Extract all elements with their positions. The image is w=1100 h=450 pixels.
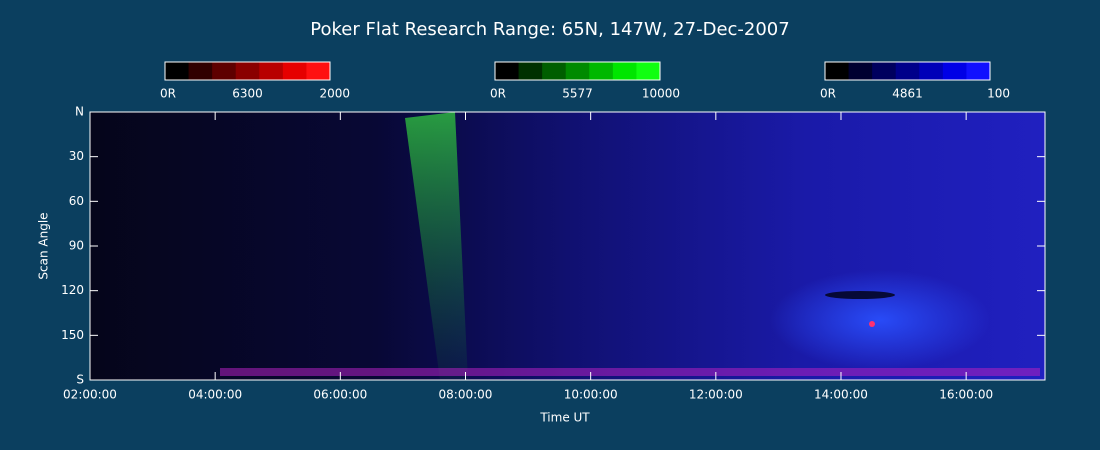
- blue-glow: [770, 270, 990, 370]
- colorbar-swatch: [306, 62, 331, 80]
- colorbar-wavelength: 5577: [562, 87, 593, 101]
- colorbar-swatch: [872, 62, 897, 80]
- colorbar-wavelength: 6300: [232, 87, 263, 101]
- colorbar-swatch: [495, 62, 520, 80]
- y-tick-label: 150: [61, 328, 84, 342]
- x-tick-label: 06:00:00: [313, 388, 367, 402]
- colorbar-swatch: [825, 62, 850, 80]
- colorbar-max-label: 2000: [319, 87, 350, 101]
- x-tick-label: 16:00:00: [939, 388, 993, 402]
- colorbar-swatch: [919, 62, 944, 80]
- x-tick-label: 12:00:00: [689, 388, 743, 402]
- colorbar-swatch: [165, 62, 190, 80]
- colorbar-wavelength: 4861: [892, 87, 923, 101]
- x-tick-label: 14:00:00: [814, 388, 868, 402]
- colorbar-swatch: [942, 62, 967, 80]
- green-aurora: [405, 112, 468, 380]
- y-tick-label: 120: [61, 283, 84, 297]
- colorbar-swatch: [518, 62, 543, 80]
- dark-arc: [825, 291, 895, 299]
- colorbar-swatch: [188, 62, 213, 80]
- colorbar-swatch: [612, 62, 637, 80]
- x-tick-label: 10:00:00: [564, 388, 618, 402]
- y-axis-label: Scan Angle: [37, 212, 51, 279]
- colorbar-min-label: 0R: [820, 87, 836, 101]
- red-spot: [869, 321, 875, 327]
- colorbar-max-label: 100: [987, 87, 1010, 101]
- x-tick-label: 04:00:00: [188, 388, 242, 402]
- colorbar-swatch: [895, 62, 920, 80]
- x-axis-label: Time UT: [539, 411, 590, 425]
- colorbar-frame: [824, 61, 991, 81]
- colorbar-swatch: [589, 62, 614, 80]
- colorbar-min-label: 0R: [490, 87, 506, 101]
- colorbar-swatch: [966, 62, 991, 80]
- colorbar-swatch: [282, 62, 307, 80]
- x-tick-label: 02:00:00: [63, 388, 117, 402]
- colorbar-frame: [494, 61, 661, 81]
- y-tick-label: S: [76, 373, 84, 387]
- y-tick-label: N: [75, 105, 84, 119]
- colorbar-swatch: [636, 62, 661, 80]
- colorbar-swatch: [259, 62, 284, 80]
- y-tick-label: 60: [69, 194, 84, 208]
- colorbar-max-label: 10000: [642, 87, 680, 101]
- y-tick-label: 90: [69, 239, 84, 253]
- colorbar-min-label: 0R: [160, 87, 176, 101]
- colorbar-swatch: [848, 62, 873, 80]
- colorbar-swatch: [542, 62, 567, 80]
- x-tick-label: 08:00:00: [439, 388, 493, 402]
- chart-title: Poker Flat Research Range: 65N, 147W, 27…: [310, 19, 789, 40]
- colorbar-frame: [164, 61, 331, 81]
- colorbar-swatch: [565, 62, 590, 80]
- colorbar-swatch: [235, 62, 260, 80]
- keogram-image: [89, 111, 1046, 381]
- magenta-band: [220, 368, 1040, 376]
- colorbar-swatch: [212, 62, 237, 80]
- y-tick-label: 30: [69, 149, 84, 163]
